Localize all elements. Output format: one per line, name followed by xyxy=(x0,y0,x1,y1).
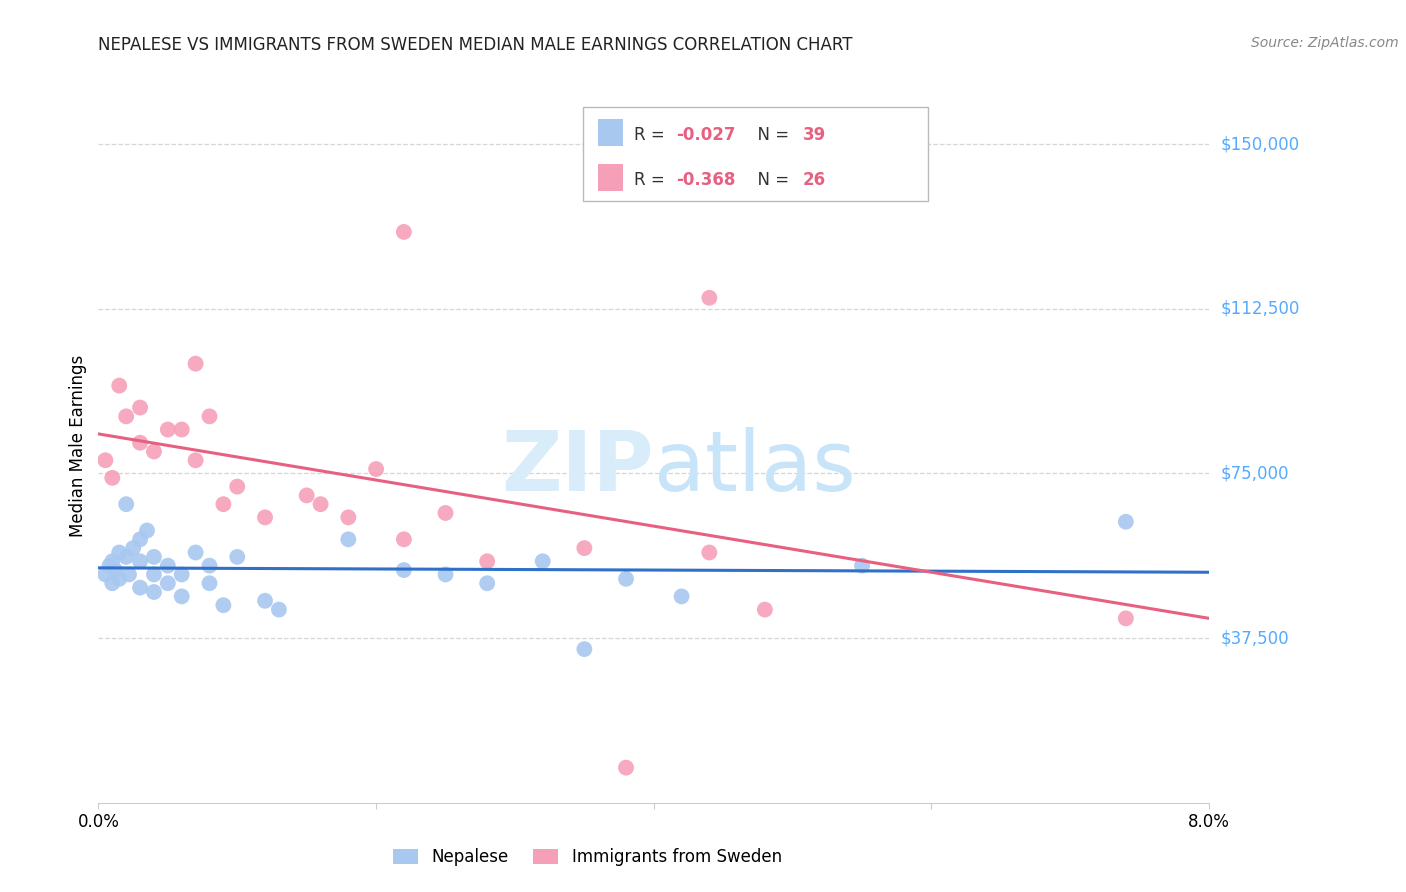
Text: N =: N = xyxy=(747,171,794,189)
Point xyxy=(129,401,152,415)
Text: 39: 39 xyxy=(803,126,827,145)
Point xyxy=(136,524,159,538)
Point xyxy=(118,567,141,582)
Point xyxy=(143,585,166,599)
Point xyxy=(108,572,131,586)
Point xyxy=(212,497,235,511)
Point xyxy=(754,602,776,616)
Text: NEPALESE VS IMMIGRANTS FROM SWEDEN MEDIAN MALE EARNINGS CORRELATION CHART: NEPALESE VS IMMIGRANTS FROM SWEDEN MEDIA… xyxy=(98,36,853,54)
Point xyxy=(170,423,193,437)
Text: ZIP: ZIP xyxy=(502,427,654,508)
Y-axis label: Median Male Earnings: Median Male Earnings xyxy=(69,355,87,537)
Point xyxy=(226,549,249,564)
Point xyxy=(699,291,721,305)
Point xyxy=(337,510,360,524)
Point xyxy=(366,462,388,476)
Point xyxy=(475,576,499,591)
Point xyxy=(198,558,221,573)
Text: N =: N = xyxy=(747,126,794,145)
Point xyxy=(671,590,693,604)
Point xyxy=(122,541,145,555)
Point xyxy=(267,602,290,616)
Point xyxy=(392,533,415,547)
Point xyxy=(614,761,637,775)
Point xyxy=(156,558,179,573)
Point xyxy=(614,572,637,586)
Point xyxy=(184,545,207,559)
Text: 26: 26 xyxy=(803,171,825,189)
Point xyxy=(184,357,207,371)
Point xyxy=(226,480,249,494)
Point xyxy=(129,554,152,568)
Point xyxy=(574,642,596,657)
Point xyxy=(104,563,127,577)
Point xyxy=(101,576,124,591)
Point xyxy=(337,533,360,547)
Point xyxy=(108,378,131,392)
Point xyxy=(253,594,276,608)
Point xyxy=(170,590,193,604)
Text: -0.368: -0.368 xyxy=(676,171,735,189)
Point xyxy=(143,567,166,582)
Text: $75,000: $75,000 xyxy=(1220,465,1289,483)
Point xyxy=(434,567,457,582)
Point xyxy=(115,497,138,511)
Point xyxy=(1115,515,1137,529)
Point xyxy=(94,453,117,467)
Point xyxy=(253,510,276,524)
Point xyxy=(156,423,179,437)
Text: R =: R = xyxy=(634,171,671,189)
Point xyxy=(101,554,124,568)
Text: atlas: atlas xyxy=(654,427,855,508)
Point xyxy=(1115,611,1137,625)
Text: Source: ZipAtlas.com: Source: ZipAtlas.com xyxy=(1251,36,1399,50)
Text: $37,500: $37,500 xyxy=(1220,629,1289,647)
Point xyxy=(129,581,152,595)
Point xyxy=(574,541,596,555)
Point xyxy=(309,497,332,511)
Point xyxy=(392,563,415,577)
Point xyxy=(851,558,873,573)
Point xyxy=(129,435,152,450)
Point xyxy=(531,554,554,568)
Point xyxy=(115,549,138,564)
Point xyxy=(392,225,415,239)
Text: $112,500: $112,500 xyxy=(1220,300,1299,318)
Point xyxy=(115,409,138,424)
Legend: Nepalese, Immigrants from Sweden: Nepalese, Immigrants from Sweden xyxy=(387,842,789,873)
Point xyxy=(170,567,193,582)
Point xyxy=(212,598,235,612)
Point xyxy=(108,545,131,559)
Text: R =: R = xyxy=(634,126,671,145)
Point xyxy=(143,444,166,458)
Point xyxy=(198,576,221,591)
Point xyxy=(94,567,117,582)
Text: $150,000: $150,000 xyxy=(1220,135,1299,153)
Point xyxy=(198,409,221,424)
Point xyxy=(295,488,318,502)
Text: -0.027: -0.027 xyxy=(676,126,735,145)
Point xyxy=(143,549,166,564)
Point xyxy=(475,554,499,568)
Point xyxy=(699,545,721,559)
Point xyxy=(101,471,124,485)
Point xyxy=(129,533,152,547)
Point xyxy=(98,558,121,573)
Point xyxy=(184,453,207,467)
Point xyxy=(434,506,457,520)
Point xyxy=(156,576,179,591)
